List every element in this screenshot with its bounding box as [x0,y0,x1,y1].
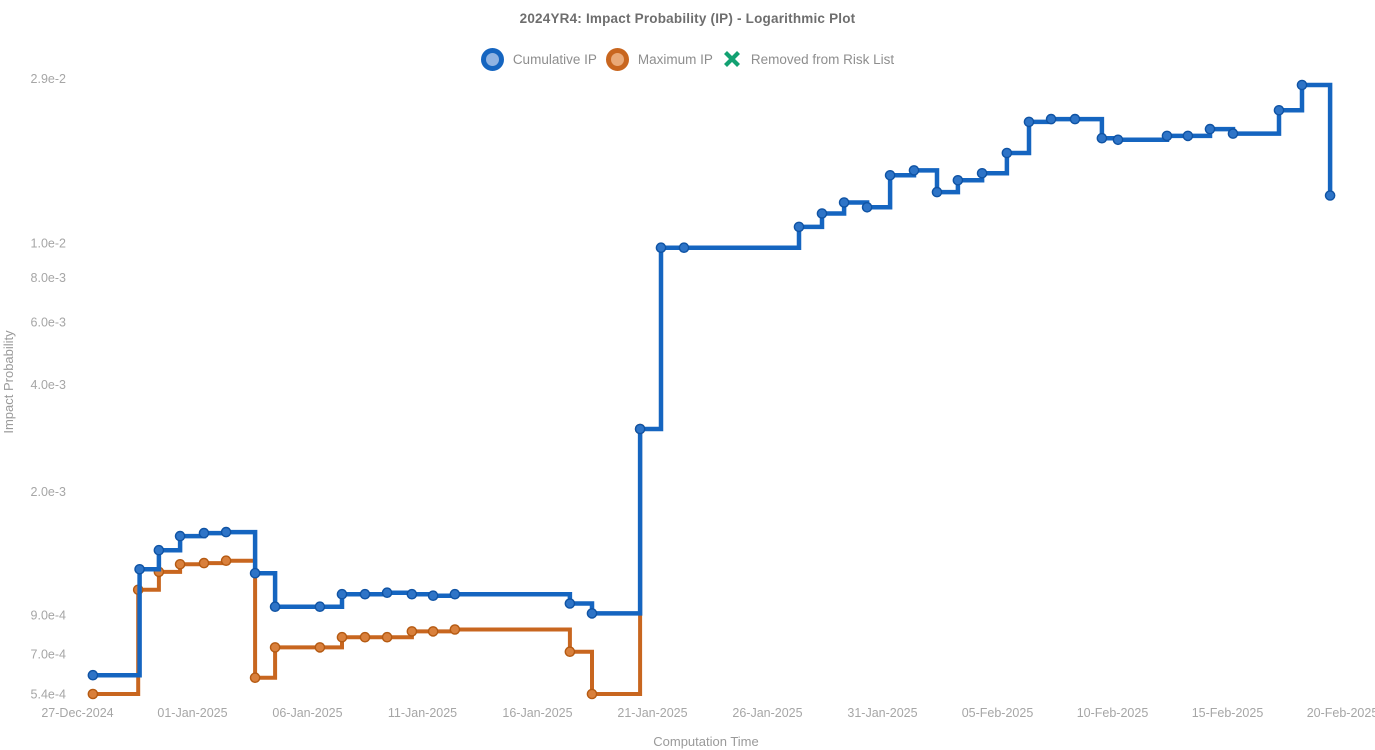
maximum-ip-point-marker [449,624,461,635]
y-tick-label: 1.0e-2 [31,237,66,251]
maximum-ip-point-marker [220,555,232,567]
cumulative-ip-point-marker [976,167,988,179]
cumulative-ip-point-marker [1296,79,1308,91]
y-tick-label: 9.0e-4 [31,609,66,623]
cumulative-ip-point-marker [1227,128,1239,139]
y-tick-label: 7.0e-4 [31,647,66,661]
cumulative-ip-point-marker [87,669,99,681]
cumulative-ip-point-marker [269,601,281,613]
cumulative-ip-point-marker [427,590,439,602]
legend-item-cumulative-ip: Cumulative IP [480,47,597,71]
cumulative-ip-point-marker [1182,130,1194,142]
cumulative-ip-step-line [92,82,1333,678]
cumulative-ip-point-marker [1161,130,1173,142]
x-tick-label: 31-Jan-2025 [847,706,917,720]
cumulative-ip-point-marker [655,242,667,253]
x-tick-label: 15-Feb-2025 [1192,706,1264,720]
cumulative-ip-point-marker [1045,113,1057,125]
cumulative-ip-point-marker [174,530,186,542]
cumulative-ip-point-marker [1096,132,1108,144]
cumulative-ip-point-marker [1204,123,1216,135]
maximum-ip-series [87,423,646,700]
cumulative-ip-point-marker [359,588,371,600]
x-tick-label: 20-Feb-2025 [1307,706,1375,720]
y-tick-label: 4.0e-3 [31,378,66,392]
cumulative-ip-point-marker [1001,147,1013,159]
cumulative-ip-point-marker [884,169,896,181]
maximum-ip-point-marker [359,631,371,643]
cumulative-ip-point-marker [838,197,850,208]
cumulative-ip-circle-icon [480,47,504,71]
maximum-ip-point-marker [427,626,439,637]
cumulative-ip-point-marker [220,526,232,538]
cumulative-ip-point-marker [1023,116,1035,128]
cumulative-ip-point-marker [678,242,690,253]
cumulative-ip-point-marker [952,174,964,186]
legend-label-removed-from-risk-list: Removed from Risk List [750,51,895,67]
x-tick-label: 10-Feb-2025 [1077,706,1149,720]
cumulative-ip-point-marker [908,165,920,176]
x-tick-label: 26-Jan-2025 [732,706,802,720]
x-axis-title: Computation Time [653,734,759,749]
cumulative-ip-point-marker [198,527,210,539]
removed-x-icon [722,49,742,69]
y-tick-label: 2.9e-2 [31,72,66,86]
cumulative-ip-point-marker [564,598,576,609]
y-tick-label: 8.0e-3 [31,271,66,285]
maximum-ip-circle-icon [605,47,629,71]
y-tick-label: 6.0e-3 [31,315,66,329]
x-tick-label: 21-Jan-2025 [617,706,687,720]
maximum-ip-point-marker [406,626,418,637]
y-tick-label: 5.4e-4 [31,688,66,702]
y-tick-label: 2.0e-3 [31,485,66,499]
cumulative-ip-point-marker [861,201,873,213]
cumulative-ip-point-marker [931,186,943,198]
y-axis-title: Impact Probability [1,330,16,434]
cumulative-ip-point-marker [449,588,461,600]
maximum-ip-point-marker [87,688,99,700]
x-tick-label: 27-Dec-2024 [41,706,113,720]
cumulative-ip-point-marker [586,608,598,619]
x-tick-label: 05-Feb-2025 [962,706,1034,720]
cumulative-ip-point-marker [406,588,418,600]
x-tick-label: 06-Jan-2025 [272,706,342,720]
maximum-ip-point-marker [586,688,598,700]
legend-label-maximum-ip: Maximum IP [637,51,713,67]
cumulative-ip-point-marker [1069,113,1081,125]
x-tick-label: 01-Jan-2025 [157,706,227,720]
maximum-ip-point-marker [336,631,348,643]
cumulative-ip-point-marker [1324,190,1336,201]
cumulative-ip-point-marker [1112,134,1124,146]
maximum-ip-point-marker [314,642,326,653]
legend-item-removed-from-risk-list: Removed from Risk List [722,49,894,69]
maximum-ip-step-line [92,429,643,696]
cumulative-ip-point-marker [1273,105,1285,116]
y-axis-tick-labels: 2.9e-2 1.0e-2 8.0e-3 6.0e-3 4.0e-3 2.0e-3 9.0e… [31,72,66,702]
cumulative-ip-series [87,79,1336,681]
maximum-ip-point-marker [381,631,393,643]
chart-title: 2024YR4: Impact Probability (IP) - Logar… [519,11,856,26]
cumulative-ip-point-marker [381,587,393,599]
cumulative-ip-point-marker [816,208,828,219]
cumulative-ip-point-marker [249,567,261,579]
maximum-ip-point-marker [269,642,281,653]
cumulative-ip-point-marker [793,221,805,233]
x-tick-label: 16-Jan-2025 [502,706,572,720]
cumulative-ip-point-marker [134,564,145,575]
maximum-ip-point-marker [198,557,210,569]
maximum-ip-point-marker [174,559,186,570]
cumulative-ip-point-marker [314,601,326,613]
chart-legend: Cumulative IP Maximum IP Removed from Ri… [0,46,1375,72]
x-tick-label: 11-Jan-2025 [388,706,457,720]
legend-item-maximum-ip: Maximum IP [605,47,713,71]
x-axis-tick-labels: 27-Dec-2024 01-Jan-2025 06-Jan-2025 11-Jan-… [41,706,1375,720]
cumulative-ip-point-marker [336,588,348,600]
legend-label-cumulative-ip: Cumulative IP [512,51,597,67]
maximum-ip-point-marker [249,672,261,684]
cumulative-ip-point-marker [634,423,646,435]
maximum-ip-point-marker [564,646,576,658]
cumulative-ip-point-marker [153,544,165,556]
